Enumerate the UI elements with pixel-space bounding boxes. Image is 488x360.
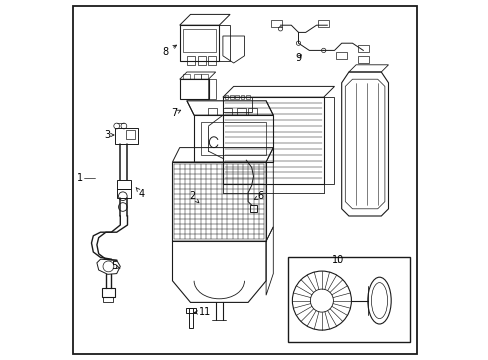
Bar bbox=[287, 257, 409, 342]
Text: 11: 11 bbox=[194, 307, 211, 318]
Bar bbox=[186, 308, 195, 313]
Bar bbox=[194, 115, 273, 162]
Bar bbox=[237, 108, 246, 115]
Bar bbox=[194, 74, 200, 79]
Bar bbox=[249, 205, 257, 212]
Bar bbox=[117, 189, 131, 198]
Bar bbox=[197, 56, 205, 65]
Text: 9: 9 bbox=[295, 53, 301, 63]
Text: 1: 1 bbox=[77, 173, 83, 183]
Bar bbox=[188, 308, 193, 328]
Bar bbox=[357, 56, 368, 63]
Bar bbox=[125, 130, 134, 139]
Bar bbox=[208, 79, 215, 99]
Bar bbox=[117, 180, 131, 189]
Bar bbox=[172, 162, 265, 241]
Bar bbox=[224, 95, 228, 99]
Bar bbox=[186, 56, 194, 65]
Bar bbox=[201, 74, 207, 79]
Text: 4: 4 bbox=[136, 188, 144, 199]
Bar bbox=[235, 95, 239, 99]
Bar bbox=[223, 108, 231, 115]
Text: 10: 10 bbox=[331, 255, 344, 265]
Bar bbox=[115, 128, 138, 144]
Bar bbox=[103, 297, 113, 302]
Bar bbox=[223, 97, 323, 184]
Bar bbox=[246, 95, 249, 99]
Bar bbox=[179, 25, 219, 61]
Text: 7: 7 bbox=[171, 108, 181, 118]
Text: 6: 6 bbox=[254, 191, 263, 201]
Bar bbox=[208, 108, 217, 115]
Bar bbox=[102, 288, 115, 297]
Bar bbox=[219, 25, 230, 61]
Bar bbox=[183, 29, 215, 52]
Bar bbox=[223, 97, 251, 112]
Bar bbox=[271, 20, 282, 27]
Bar bbox=[323, 97, 334, 184]
Bar bbox=[241, 95, 244, 99]
Bar bbox=[179, 79, 208, 99]
Text: 2: 2 bbox=[189, 191, 199, 203]
Bar bbox=[318, 20, 328, 27]
Bar bbox=[208, 56, 216, 65]
Bar bbox=[183, 74, 189, 79]
Text: 5: 5 bbox=[111, 261, 120, 271]
Text: 8: 8 bbox=[162, 45, 176, 57]
Bar bbox=[336, 52, 346, 59]
Bar bbox=[357, 45, 368, 52]
Bar bbox=[247, 108, 257, 115]
Text: 3: 3 bbox=[104, 130, 114, 140]
Bar bbox=[230, 95, 233, 99]
Bar bbox=[201, 122, 265, 155]
